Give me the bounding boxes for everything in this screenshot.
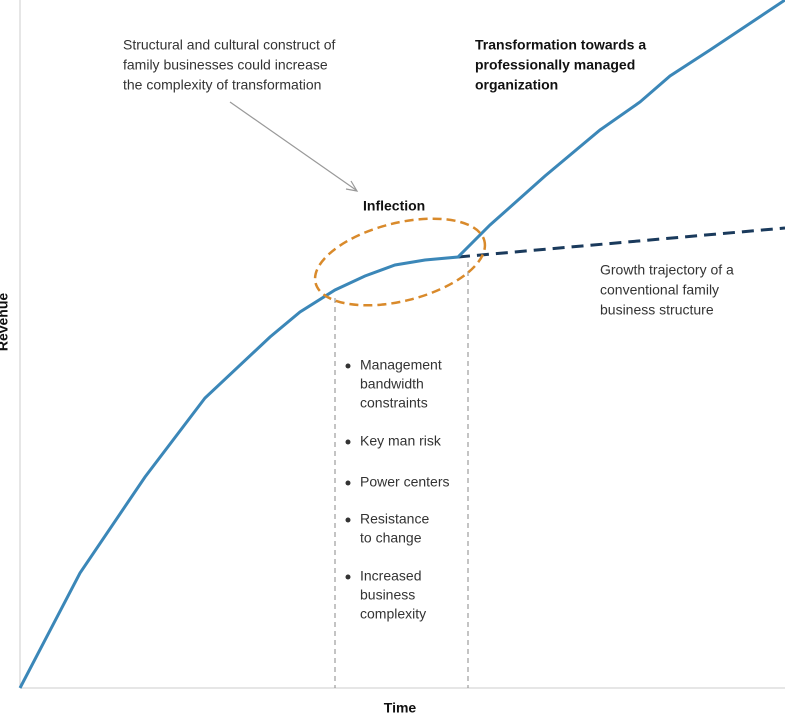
challenge-text: constraints [360,395,428,411]
annotation: family businesses could increase [123,57,328,73]
annotation: Structural and cultural construct of [123,37,336,53]
challenge-text: Key man risk [360,433,442,449]
growth-curve [18,0,785,689]
arrow-head [345,180,359,192]
inflection-ellipse [313,217,487,307]
x-axis-label: Time [384,700,417,716]
conventional-trajectory [457,226,785,259]
bullet [345,480,351,486]
challenge-text: Management [360,357,442,373]
bullet [345,574,351,580]
arrow [229,101,357,191]
conventional-label: conventional family [600,282,719,298]
bullet [345,363,351,369]
challenge-text: bandwidth [360,376,424,392]
challenge-text: Power centers [360,474,449,490]
conventional-label: Growth trajectory of a [600,262,734,278]
challenge-text: Resistance [360,511,429,527]
annotation: the complexity of transformation [123,77,321,93]
conventional-label: business structure [600,302,714,318]
bullet [345,517,351,523]
transformation-label: Transformation towards a [475,37,646,53]
challenge-text: business [360,587,415,603]
bullet [345,439,351,445]
inflection-label: Inflection [363,198,425,214]
y-axis-label: Revenue [0,293,11,352]
transformation-label: professionally managed [475,57,635,73]
challenge-text: to change [360,530,422,546]
challenge-text: Increased [360,568,421,584]
challenge-list: Management bandwidth constraints Key man ri… [345,357,449,622]
transformation-label: organization [475,77,558,93]
challenge-text: complexity [360,606,426,622]
